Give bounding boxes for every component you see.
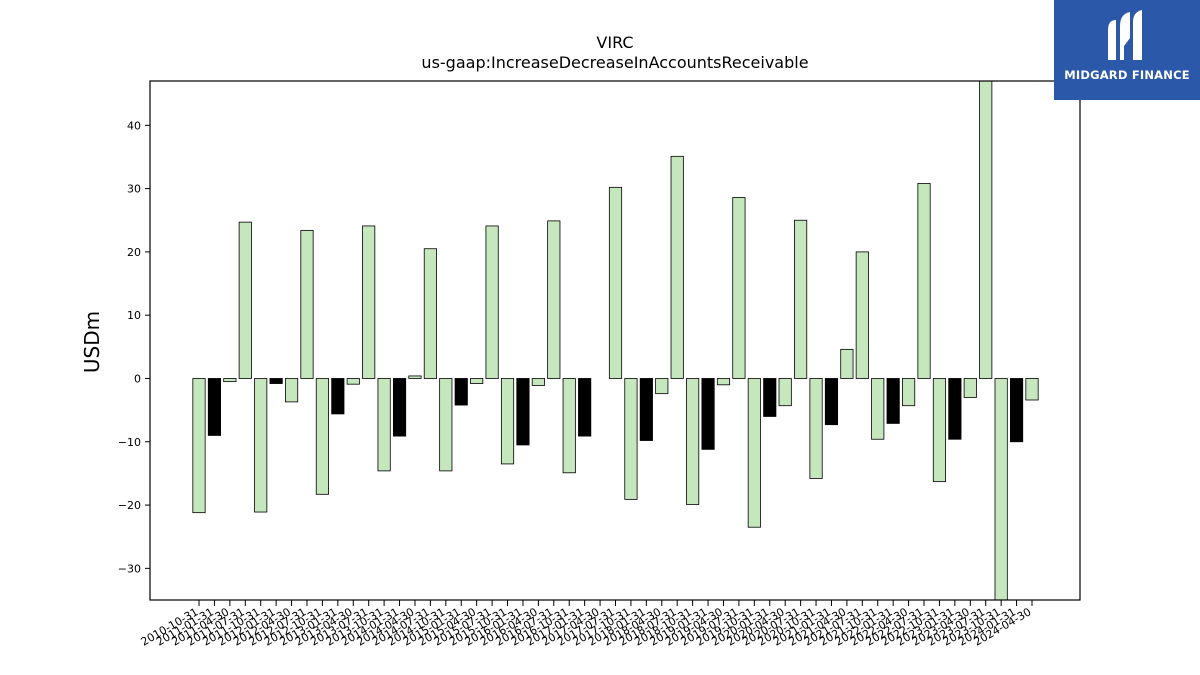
bar-2020-07-31 <box>794 219 808 379</box>
bar-2013-10-31 <box>377 378 391 472</box>
bar-2015-04-30 <box>470 378 484 384</box>
bar-2019-10-31 <box>747 378 761 528</box>
bar-2013-01-31 <box>331 378 345 415</box>
bar-2021-10-31 <box>871 378 885 440</box>
y-axis: −30 −20 −10 0 10 20 30 40 <box>118 119 150 575</box>
y-tick-label: 30 <box>127 183 141 196</box>
bar-2024-04-30 <box>1025 378 1039 401</box>
y-tick-label: 10 <box>127 309 141 322</box>
bar-2011-07-31 <box>238 221 252 379</box>
bar-2012-10-31 <box>315 378 329 495</box>
logo-text: MIDGARD FINANCE <box>1064 68 1190 82</box>
midgard-logo-icon <box>1108 10 1142 60</box>
bar-2019-07-31 <box>732 197 746 379</box>
bar-2019-01-31 <box>701 378 715 450</box>
chart-title: VIRC <box>596 33 633 52</box>
bar-2016-07-31 <box>547 220 561 379</box>
bar-2020-01-31 <box>763 378 777 417</box>
x-axis: 2010-10-312011-01-312011-04-302011-07-31… <box>139 600 1034 649</box>
bar-2014-01-31 <box>392 378 407 437</box>
bar-2018-07-31 <box>670 155 684 379</box>
bar-2015-07-31 <box>485 225 499 379</box>
bar-2015-10-31 <box>500 378 515 465</box>
bar-2012-07-31 <box>300 229 314 379</box>
bar-2018-10-31 <box>686 378 700 505</box>
bar-2022-10-31 <box>932 378 947 483</box>
midgard-finance-logo: MIDGARD FINANCE <box>1054 0 1200 100</box>
bar-2013-07-31 <box>362 225 376 379</box>
y-tick-label: −20 <box>118 499 141 512</box>
y-tick-label: 0 <box>134 372 141 385</box>
bar-2023-07-31 <box>979 80 993 379</box>
bar-2022-07-31 <box>917 183 931 379</box>
bar-2013-04-30 <box>346 378 360 385</box>
bar-2010-10-31 <box>192 378 206 514</box>
y-tick-label: 20 <box>127 246 141 259</box>
chart-subtitle: us-gaap:IncreaseDecreaseInAccountsReceiv… <box>421 53 808 72</box>
bar-2016-10-31 <box>562 378 576 474</box>
bar-2018-01-31 <box>639 378 653 441</box>
bar-2020-04-30 <box>778 378 792 407</box>
bar-2022-01-31 <box>886 378 900 424</box>
bar-2011-04-30 <box>223 378 237 383</box>
bar-2017-01-31 <box>578 378 592 437</box>
bar-2014-07-31 <box>423 248 437 379</box>
bar-2023-01-31 <box>948 378 962 440</box>
bar-2012-04-30 <box>284 378 299 403</box>
bar-2011-01-31 <box>207 378 221 436</box>
bar-2011-10-31 <box>254 378 268 513</box>
bar-2022-04-30 <box>902 378 916 407</box>
bar-2015-01-31 <box>454 378 468 406</box>
bar-2018-04-30 <box>655 378 669 395</box>
bar-2021-01-31 <box>824 378 839 426</box>
bar-2016-04-30 <box>531 378 545 386</box>
y-tick-label: 40 <box>127 119 141 132</box>
bars <box>192 80 1039 601</box>
bar-2016-01-31 <box>516 378 530 446</box>
bar-2023-10-31 <box>994 378 1008 601</box>
bar-2014-10-31 <box>439 378 453 472</box>
bar-2012-01-31 <box>269 378 283 384</box>
bar-2014-04-30 <box>408 375 422 379</box>
bar-2020-10-31 <box>809 378 823 479</box>
y-tick-label: −30 <box>118 562 141 575</box>
bar-2017-10-31 <box>624 378 638 500</box>
y-axis-label: USDm <box>80 311 104 373</box>
bar-2021-07-31 <box>855 251 869 379</box>
y-tick-label: −10 <box>118 436 141 449</box>
bar-2019-04-30 <box>716 378 731 386</box>
bar-2023-04-30 <box>963 378 977 398</box>
bar-2024-01-31 <box>1010 378 1024 443</box>
bar-2017-07-31 <box>608 186 623 379</box>
bar-2021-04-30 <box>840 348 854 379</box>
